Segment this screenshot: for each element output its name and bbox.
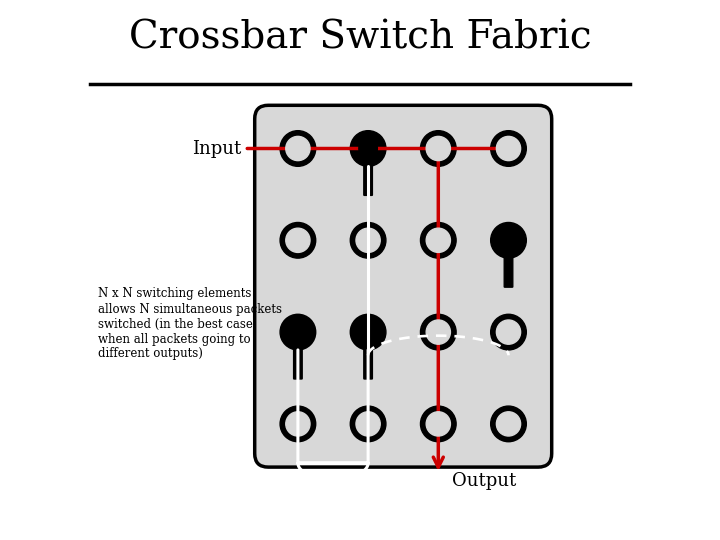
- Circle shape: [280, 222, 316, 258]
- Circle shape: [420, 131, 456, 166]
- Circle shape: [351, 314, 386, 350]
- Circle shape: [496, 412, 521, 436]
- Circle shape: [426, 228, 451, 252]
- FancyBboxPatch shape: [504, 258, 513, 287]
- Circle shape: [286, 137, 310, 160]
- Text: N x N switching elements
allows N simultaneous packets
switched (in the best cas: N x N switching elements allows N simult…: [98, 287, 282, 361]
- Circle shape: [426, 137, 451, 160]
- Text: Input: Input: [192, 139, 241, 158]
- FancyBboxPatch shape: [294, 349, 302, 379]
- Text: Output: Output: [452, 472, 516, 490]
- Circle shape: [359, 323, 377, 341]
- Circle shape: [356, 412, 380, 436]
- Circle shape: [420, 222, 456, 258]
- Circle shape: [351, 406, 386, 442]
- Circle shape: [359, 139, 377, 158]
- Circle shape: [491, 131, 526, 166]
- Circle shape: [286, 228, 310, 252]
- FancyBboxPatch shape: [255, 105, 552, 467]
- Circle shape: [426, 412, 451, 436]
- Circle shape: [356, 228, 380, 252]
- Circle shape: [420, 406, 456, 442]
- Circle shape: [499, 231, 518, 249]
- Circle shape: [491, 314, 526, 350]
- FancyBboxPatch shape: [364, 166, 372, 195]
- FancyBboxPatch shape: [364, 349, 372, 379]
- Text: Crossbar Switch Fabric: Crossbar Switch Fabric: [129, 19, 591, 56]
- Circle shape: [280, 406, 316, 442]
- Circle shape: [351, 222, 386, 258]
- Circle shape: [491, 406, 526, 442]
- Circle shape: [496, 320, 521, 344]
- Circle shape: [351, 131, 386, 166]
- Circle shape: [280, 314, 316, 350]
- Circle shape: [420, 314, 456, 350]
- Circle shape: [286, 412, 310, 436]
- Circle shape: [289, 323, 307, 341]
- Circle shape: [426, 320, 451, 344]
- Circle shape: [491, 222, 526, 258]
- Circle shape: [496, 137, 521, 160]
- Circle shape: [280, 131, 316, 166]
